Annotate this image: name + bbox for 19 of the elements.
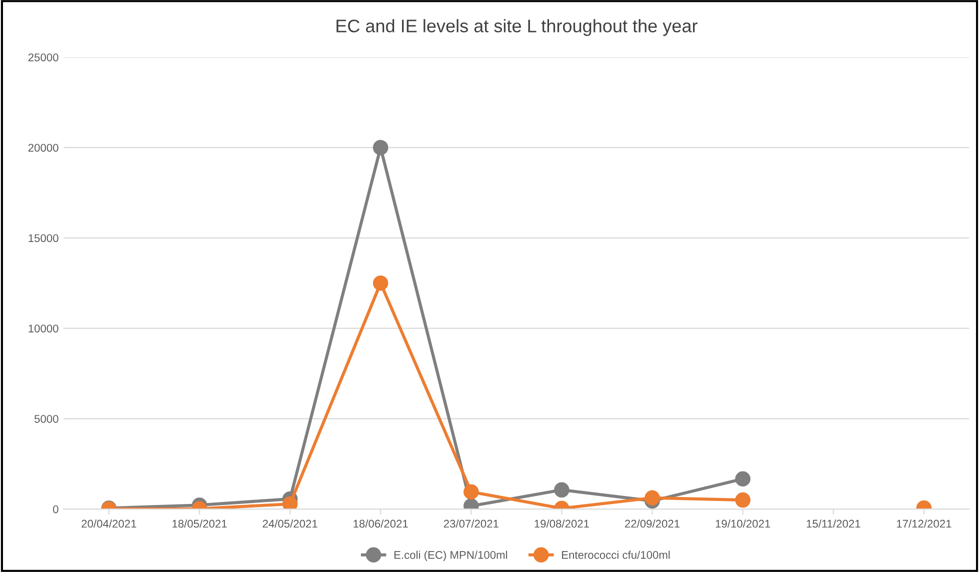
x-tick-label: 20/04/2021	[82, 519, 136, 528]
legend-label: Enterococci cfu/100ml	[562, 550, 670, 559]
y-tick-label: 15000	[28, 234, 58, 242]
y-tick-label: 20000	[28, 144, 58, 152]
chart-title: EC and IE levels at site L throughout the year	[336, 19, 698, 36]
x-tick-label: 18/06/2021	[354, 519, 408, 528]
y-tick-label: 0	[53, 505, 58, 514]
x-tick-label: 22/09/2021	[625, 519, 680, 528]
x-tick-label: 19/08/2021	[534, 519, 589, 528]
x-tick-label: 19/10/2021	[716, 519, 770, 528]
x-tick-label: 18/05/2021	[172, 519, 227, 528]
x-tick-label: 17/12/2021	[896, 519, 952, 528]
legend-label: E.coli (EC) MPN/100ml	[394, 550, 508, 562]
y-tick-label: 10000	[28, 324, 58, 332]
x-tick-label: 24/05/2021	[262, 519, 318, 528]
x-tick-label: 23/07/2021	[444, 519, 498, 528]
y-tick-label: 25000	[28, 53, 58, 62]
x-tick-label: 15/11/2021	[806, 519, 860, 528]
y-tick-label: 5000	[34, 414, 58, 423]
